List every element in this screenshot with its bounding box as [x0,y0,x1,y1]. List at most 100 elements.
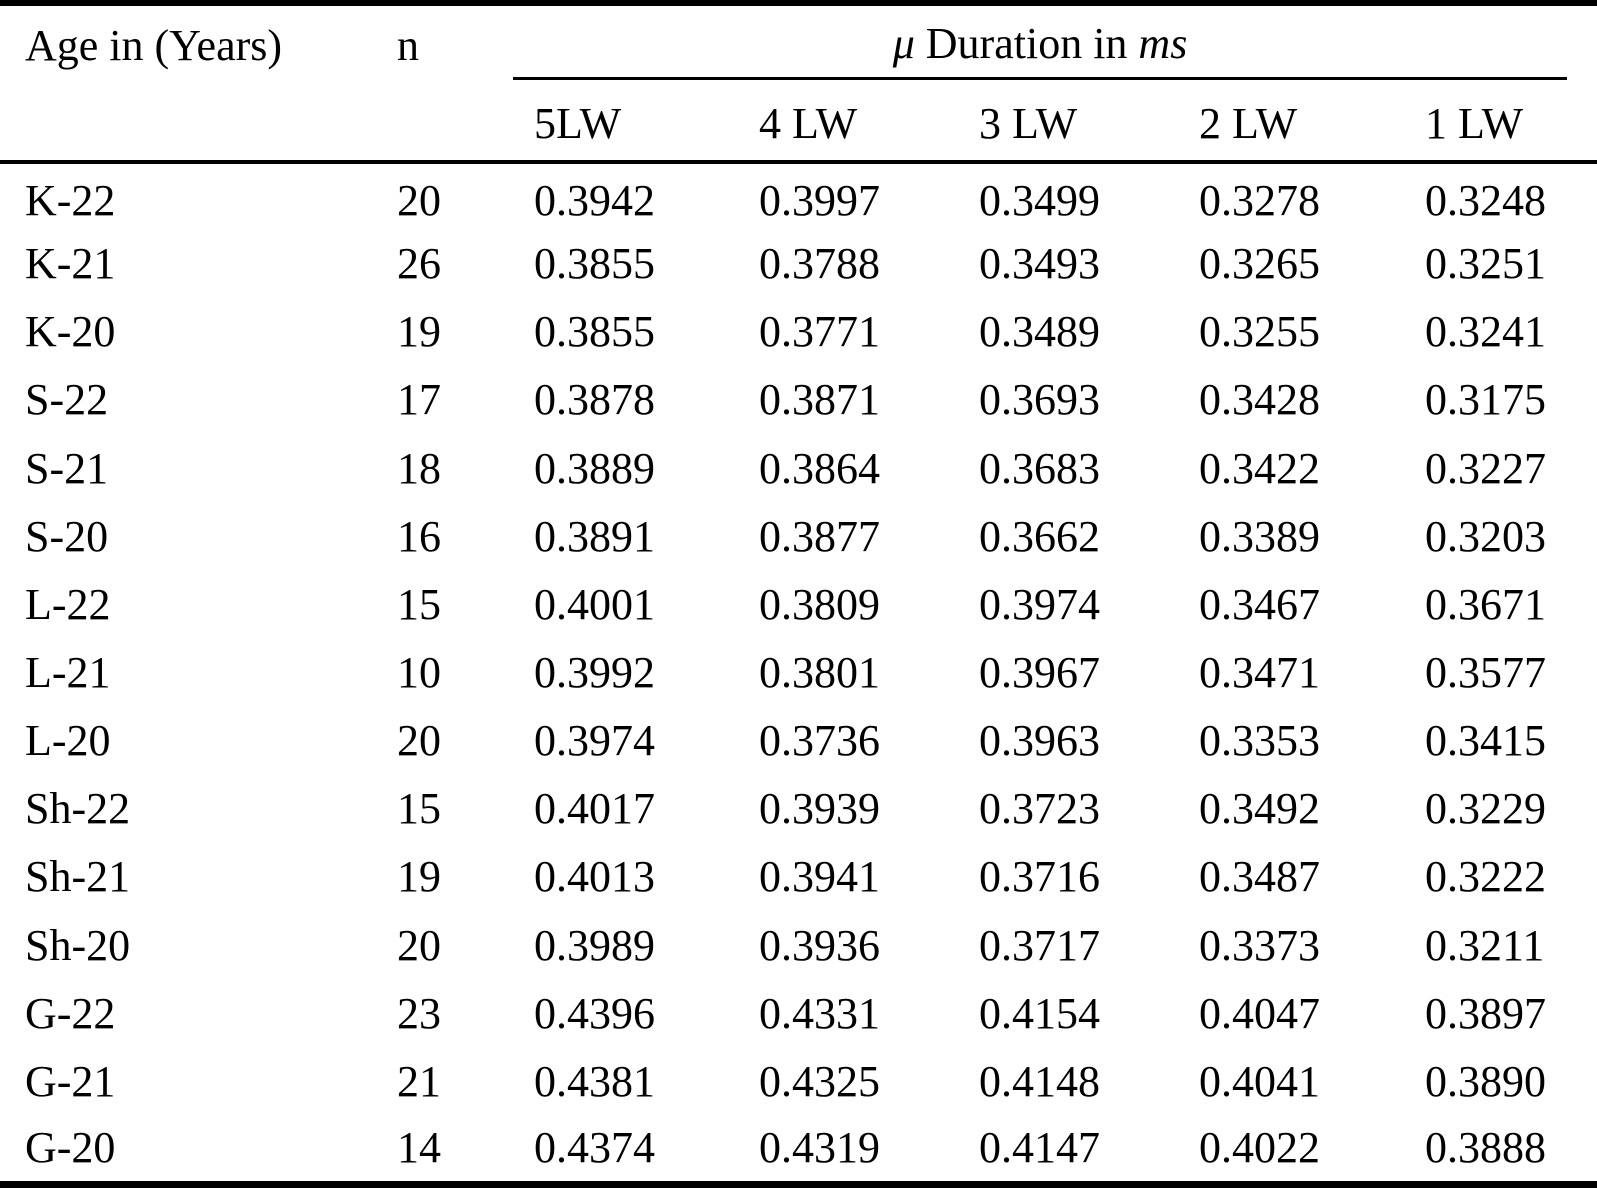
column-header-2lw: 2 LW [1197,85,1423,164]
duration-value: 0.3683 [979,443,1100,493]
duration-value: 0.3251 [1425,239,1546,289]
row-n-value: 26 [397,239,441,289]
table-row: S-22 17 0.3878 0.3871 0.3693 0.3428 0.3175 [0,366,1597,434]
duration-value: 0.4022 [1199,1123,1320,1173]
table-row: G-21 21 0.4381 0.4325 0.4148 0.4041 0.3890 [0,1048,1597,1116]
duration-value: 0.3717 [979,920,1100,970]
table-row: K-22 20 0.3942 0.3997 0.3499 0.3278 0.3248 [0,162,1597,230]
row-n-value: 19 [397,852,441,902]
duration-value: 0.3855 [534,239,655,289]
row-age-label: K-22 [25,175,116,225]
row-age-label: Sh-20 [25,920,131,970]
duration-value: 0.3487 [1199,852,1320,902]
duration-value: 0.3967 [979,647,1100,697]
duration-value: 0.3942 [534,175,655,225]
duration-value: 0.3771 [759,307,880,357]
row-n-value: 23 [397,988,441,1038]
duration-value: 0.3716 [979,852,1100,902]
duration-value: 0.3809 [759,579,880,629]
row-n-value: 10 [397,647,441,697]
duration-value: 0.3222 [1425,852,1546,902]
table-row: K-21 26 0.3855 0.3788 0.3493 0.3265 0.3251 [0,230,1597,298]
duration-value: 0.3693 [979,375,1100,425]
duration-value: 0.3871 [759,375,880,425]
row-n-value: 14 [397,1123,441,1173]
row-age-label: S-22 [25,375,109,425]
row-n-value: 20 [397,920,441,970]
duration-value: 0.3992 [534,647,655,697]
duration-value: 0.3353 [1199,716,1320,766]
duration-value: 0.3897 [1425,988,1546,1038]
duration-value: 0.3422 [1199,443,1320,493]
duration-value: 0.3890 [1425,1056,1546,1106]
duration-value: 0.3891 [534,511,655,561]
duration-value: 0.4017 [534,784,655,834]
duration-value: 0.4374 [534,1123,655,1173]
table-row: S-21 18 0.3889 0.3864 0.3683 0.3422 0.3227 [0,435,1597,503]
duration-value: 0.3467 [1199,579,1320,629]
row-age-label: S-20 [25,511,109,561]
duration-value: 0.3278 [1199,175,1320,225]
sub-header-row: 5LW 4 LW 3 LW 2 LW 1 LW [0,85,1597,164]
duration-value: 0.3577 [1425,647,1546,697]
duration-value: 0.3255 [1199,307,1320,357]
duration-value: 0.3499 [979,175,1100,225]
duration-value: 0.3389 [1199,511,1320,561]
duration-value: 0.3989 [534,920,655,970]
row-n-value: 19 [397,307,441,357]
row-n-value: 17 [397,375,441,425]
duration-value: 0.4331 [759,988,880,1038]
duration-value: 0.3241 [1425,307,1546,357]
row-age-label: L-20 [25,716,111,766]
column-header-4lw: 4 LW [757,85,977,164]
duration-value: 0.3939 [759,784,880,834]
table-row: Sh-21 19 0.4013 0.3941 0.3716 0.3487 0.3222 [0,844,1597,912]
duration-value: 0.3974 [979,579,1100,629]
column-header-5lw: 5LW [532,85,757,164]
duration-value: 0.3428 [1199,375,1320,425]
header-row-top: Age in (Years) n μ Duration in ms [0,3,1597,164]
duration-value: 0.3203 [1425,511,1546,561]
duration-value: 0.4047 [1199,988,1320,1038]
duration-unit-label: ms [1138,19,1188,68]
column-header-1lw: 1 LW [1423,85,1597,164]
table-row: S-20 16 0.3891 0.3877 0.3662 0.3389 0.3203 [0,503,1597,571]
row-n-value: 21 [397,1056,441,1106]
duration-value: 0.3492 [1199,784,1320,834]
row-age-label: S-21 [25,443,109,493]
duration-value: 0.4013 [534,852,655,902]
table-row: G-20 14 0.4374 0.4319 0.4147 0.4022 0.3888 [0,1116,1597,1184]
column-header-duration-group: μ Duration in ms [513,3,1597,85]
table-row: Sh-22 15 0.4017 0.3939 0.3723 0.3492 0.3229 [0,775,1597,843]
row-age-label: Sh-21 [25,852,131,902]
duration-label-text: Duration in [914,19,1139,68]
row-age-label: Sh-22 [25,784,131,834]
row-n-value: 20 [397,175,441,225]
row-n-value: 15 [397,784,441,834]
duration-value: 0.3801 [759,647,880,697]
duration-value: 0.3248 [1425,175,1546,225]
duration-value: 0.3723 [979,784,1100,834]
duration-value: 0.4154 [979,988,1100,1038]
duration-value: 0.3489 [979,307,1100,357]
duration-value: 0.4041 [1199,1056,1320,1106]
duration-value: 0.3936 [759,920,880,970]
duration-value: 0.4147 [979,1123,1100,1173]
duration-value: 0.3864 [759,443,880,493]
table-row: K-20 19 0.3855 0.3771 0.3489 0.3255 0.3241 [0,298,1597,366]
duration-value: 0.4319 [759,1123,880,1173]
duration-spanner-label: μ Duration in ms [513,6,1568,81]
duration-value: 0.3373 [1199,920,1320,970]
row-n-value: 20 [397,716,441,766]
duration-value: 0.3671 [1425,579,1546,629]
duration-value: 0.4396 [534,988,655,1038]
duration-value: 0.4381 [534,1056,655,1106]
duration-value: 0.3662 [979,511,1100,561]
duration-value: 0.3175 [1425,375,1546,425]
row-n-value: 18 [397,443,441,493]
duration-value: 0.4001 [534,579,655,629]
row-age-label: K-20 [25,307,116,357]
duration-value: 0.4148 [979,1056,1100,1106]
duration-value: 0.3229 [1425,784,1546,834]
